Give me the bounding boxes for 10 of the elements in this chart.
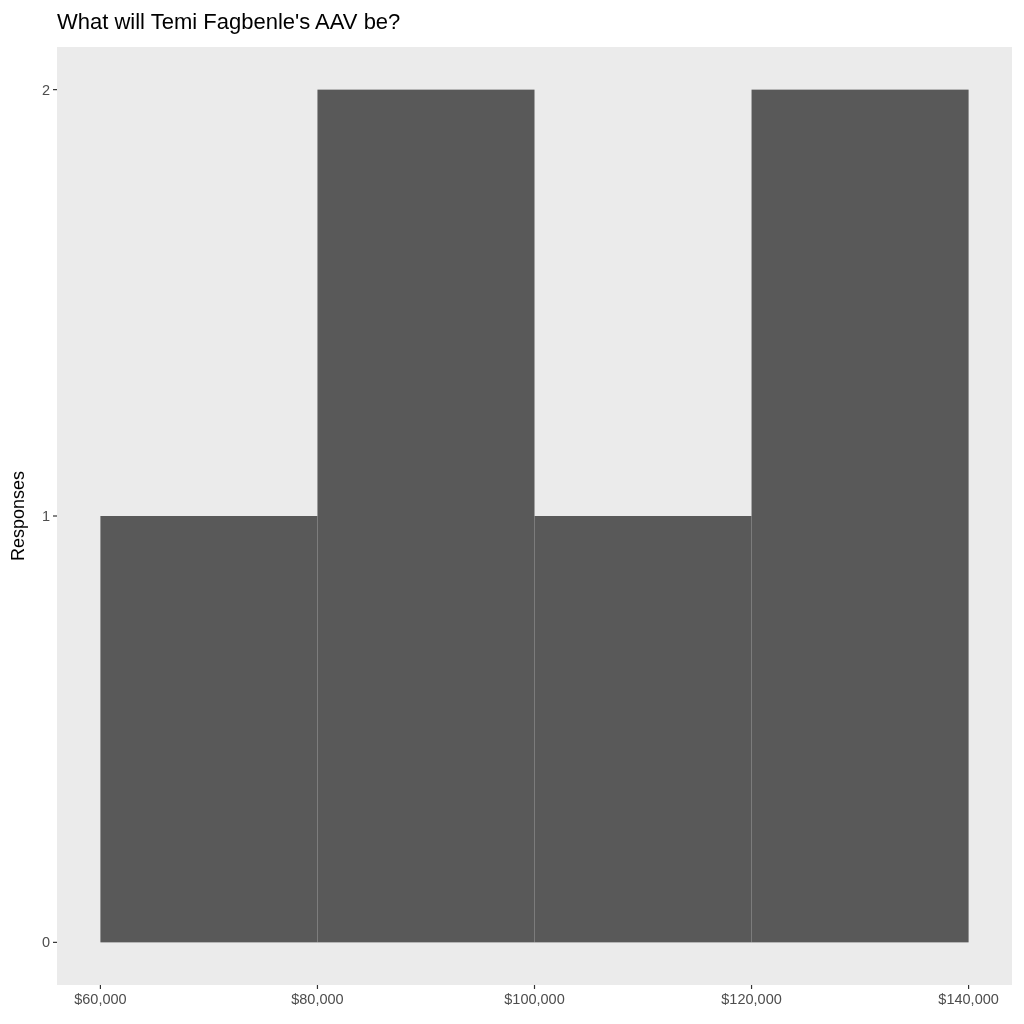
chart-title: What will Temi Fagbenle's AAV be?	[57, 9, 401, 34]
x-tick-label: $120,000	[721, 991, 782, 1007]
x-tick-label: $140,000	[938, 991, 999, 1007]
y-tick-label: 1	[41, 508, 50, 525]
y-tick-label: 2	[41, 81, 50, 98]
x-tick-label: $80,000	[291, 991, 344, 1007]
y-axis-title: Responses	[8, 470, 28, 562]
x-tick-label: $100,000	[504, 991, 565, 1007]
y-tick-label: 0	[41, 934, 50, 951]
x-tick-label: $60,000	[74, 991, 127, 1007]
